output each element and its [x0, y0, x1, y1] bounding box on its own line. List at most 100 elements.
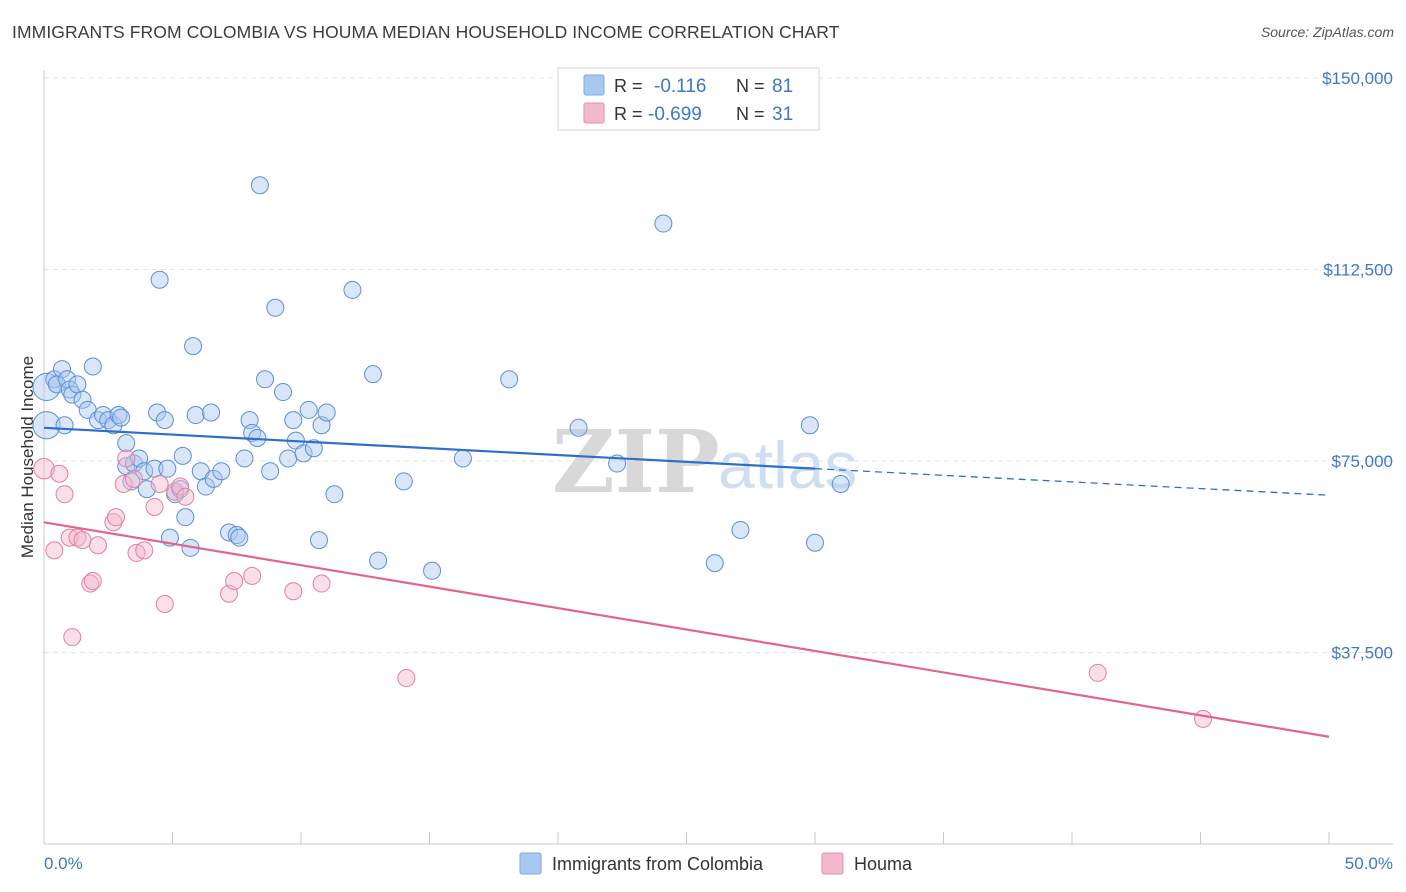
watermark: ZIP atlas	[552, 412, 857, 513]
legend-n-value-houma: 31	[772, 104, 793, 125]
colombia-point	[212, 462, 231, 481]
houma-point	[124, 469, 143, 488]
houma-point	[176, 487, 195, 506]
colombia-point	[173, 446, 192, 465]
houma-point	[150, 474, 169, 493]
colombia-point	[184, 337, 203, 356]
colombia-point	[112, 408, 131, 427]
chart-title: IMMIGRANTS FROM COLOMBIA VS HOUMA MEDIAN…	[12, 22, 840, 42]
houma-point	[114, 474, 133, 493]
houma-point	[1088, 663, 1107, 682]
colombia-point	[831, 474, 850, 493]
colombia-point	[423, 561, 442, 580]
houma-point	[106, 508, 125, 527]
houma-point	[88, 536, 107, 555]
x-ticks	[43, 832, 1330, 844]
colombia-point	[104, 416, 123, 435]
houma-point	[155, 594, 174, 613]
legend-swatch-houma	[583, 102, 605, 124]
colombia-point	[363, 365, 382, 384]
colombia-point	[52, 360, 71, 379]
colombia-point	[705, 554, 724, 573]
colombia-point	[109, 406, 128, 425]
colombia-point	[235, 449, 254, 468]
trend-lines	[43, 426, 1330, 738]
legend-n-value-colombia: 81	[772, 76, 793, 97]
houma-point	[243, 566, 262, 585]
colombia-point	[227, 526, 246, 545]
colombia-point	[256, 370, 275, 389]
colombia-point	[148, 403, 167, 422]
colombia-point	[135, 462, 154, 481]
houma-point	[33, 457, 55, 480]
y-tick-label: $150,000	[1322, 69, 1393, 88]
colombia-point	[202, 403, 221, 422]
bottom-legend-label-houma: Houma	[854, 854, 913, 874]
colombia-point	[266, 298, 285, 317]
legend-r-value-houma: -0.699	[648, 104, 702, 125]
houma-point	[81, 574, 100, 593]
x-tick-label-max: 50.0%	[1345, 854, 1393, 873]
legend-r-label-colombia: R =	[614, 76, 643, 96]
colombia-point	[325, 485, 344, 504]
houma-point	[225, 572, 244, 591]
colombia-point	[32, 411, 61, 440]
chart-source: Source: ZipAtlas.com	[1260, 24, 1394, 40]
houma-point	[117, 449, 136, 468]
colombia-point	[243, 423, 262, 442]
x-tick-label-min: 0.0%	[44, 854, 83, 873]
houma-point	[312, 574, 331, 593]
colombia-point	[274, 383, 293, 402]
colombia-point	[279, 449, 298, 468]
colombia-point	[343, 280, 362, 299]
houma-point	[50, 464, 69, 483]
colombia-trend-extension	[814, 468, 1330, 496]
houma-point	[55, 485, 74, 504]
legend-swatch-colombia	[583, 74, 605, 96]
houma-point	[166, 482, 185, 501]
colombia-point	[186, 406, 205, 425]
colombia-point	[299, 400, 318, 419]
colombia-point	[155, 411, 174, 430]
colombia-point	[569, 418, 588, 437]
colombia-point	[73, 390, 92, 409]
bottom-legend: Immigrants from Colombia Houma	[519, 852, 913, 875]
colombia-point	[317, 403, 336, 422]
colombia-point	[731, 520, 750, 539]
colombia-point	[63, 385, 82, 404]
houma-point	[145, 497, 164, 516]
y-tick-labels: $37,500 $75,000 $112,500 $150,000	[1322, 69, 1393, 663]
colombia-point	[83, 357, 102, 376]
houma-point	[284, 582, 303, 601]
colombia-point	[196, 477, 215, 496]
houma-point	[83, 572, 102, 591]
colombia-point	[453, 449, 472, 468]
colombia-point	[250, 176, 269, 195]
y-tick-label: $75,000	[1332, 452, 1393, 471]
y-axis-title: Median Household Income	[18, 356, 37, 558]
colombia-point	[654, 214, 673, 233]
y-tick-label: $37,500	[1332, 644, 1393, 663]
colombia-point	[55, 416, 74, 435]
legend-r-value-colombia: -0.116	[654, 76, 706, 97]
bottom-legend-swatch-houma	[821, 852, 844, 875]
houma-point	[45, 541, 64, 560]
colombia-point	[806, 533, 824, 552]
colombia-point	[45, 370, 64, 389]
colombia-point	[261, 462, 280, 481]
legend-n-label-colombia: N =	[736, 76, 765, 96]
houma-trend-line	[43, 521, 1330, 738]
houma-point	[68, 528, 87, 547]
houma-point	[397, 669, 416, 688]
y-tick-label: $112,500	[1323, 261, 1393, 280]
houma-point	[171, 477, 190, 496]
data-points	[32, 176, 1213, 728]
colombia-point	[68, 375, 87, 394]
colombia-point	[230, 528, 249, 547]
colombia-point	[117, 434, 136, 453]
houma-point	[104, 513, 123, 532]
colombia-point	[500, 370, 519, 389]
colombia-point	[394, 472, 413, 491]
colombia-point	[369, 551, 388, 570]
